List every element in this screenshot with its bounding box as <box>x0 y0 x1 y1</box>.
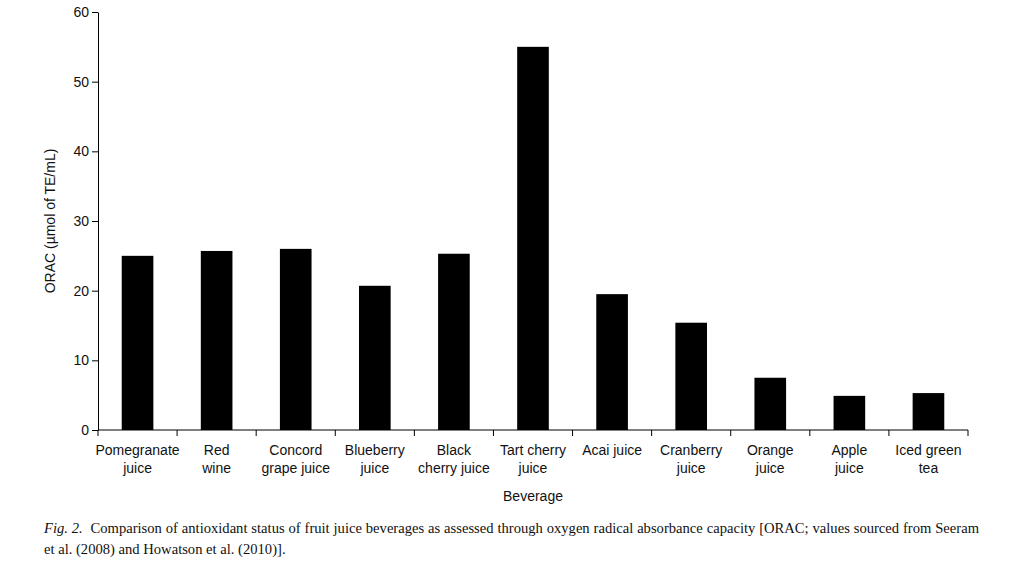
y-tick-mark <box>92 360 98 361</box>
bar <box>675 323 707 430</box>
bar <box>754 378 786 430</box>
y-axis: 0 10 20 30 40 50 60 <box>73 4 98 438</box>
y-axis-title: ORAC (µmol of TE/mL) <box>42 149 58 294</box>
y-tick: 20 <box>73 283 98 299</box>
x-tick-label: Cranberryjuice <box>660 442 722 476</box>
category-divider <box>335 430 336 436</box>
bar <box>834 396 866 430</box>
x-tick-label: Redwine <box>201 442 231 476</box>
y-tick-label: 0 <box>81 422 89 438</box>
y-tick-mark <box>92 221 98 222</box>
y-tick-mark <box>92 291 98 292</box>
bar <box>122 256 154 430</box>
bar <box>359 286 391 430</box>
x-axis-line <box>98 430 968 431</box>
bar <box>596 294 628 430</box>
category-divider <box>968 430 969 436</box>
bars <box>122 47 945 430</box>
x-tick-label: Orangejuice <box>747 442 794 476</box>
y-tick-mark <box>92 82 98 83</box>
bar <box>201 251 233 430</box>
bar <box>438 254 470 430</box>
x-tick-label: Concordgrape juice <box>261 442 330 476</box>
x-tick-label: Acai juice <box>582 442 642 458</box>
y-axis-line <box>98 13 99 431</box>
y-tick: 40 <box>73 143 98 159</box>
x-axis: Pomegranatejuice Redwine Concordgrape juic… <box>96 430 968 476</box>
y-tick: 10 <box>73 352 98 368</box>
category-divider <box>414 430 415 436</box>
x-tick-label: Blueberryjuice <box>345 442 405 476</box>
x-axis-title: Beverage <box>503 488 563 504</box>
category-divider <box>256 430 257 436</box>
caption-text: Comparison of antioxidant status of frui… <box>44 520 979 557</box>
bar <box>913 393 945 430</box>
x-tick-label: Tart cherryjuice <box>500 442 566 476</box>
y-tick-label: 50 <box>73 74 89 90</box>
y-tick-label: 30 <box>73 213 89 229</box>
category-divider <box>572 430 573 436</box>
category-divider <box>809 430 810 436</box>
category-divider <box>730 430 731 436</box>
y-tick: 60 <box>73 4 98 20</box>
x-tick-label: Applejuice <box>831 442 867 476</box>
y-tick-label: 10 <box>73 352 89 368</box>
bar <box>280 249 312 430</box>
y-tick: 30 <box>73 213 98 229</box>
category-divider <box>177 430 178 436</box>
x-tick-label: Iced greentea <box>895 442 961 476</box>
y-tick-label: 40 <box>73 143 89 159</box>
y-tick-mark <box>92 430 98 431</box>
y-tick-mark <box>92 151 98 152</box>
chart: 0 10 20 30 40 50 60 Pomegranatejuice Redwine Conc… <box>0 0 1024 510</box>
y-tick: 0 <box>81 422 98 438</box>
y-tick: 50 <box>73 74 98 90</box>
caption: Fig. 2. Comparison of antioxidant status… <box>44 518 979 560</box>
bar <box>517 47 549 430</box>
category-divider <box>651 430 652 436</box>
category-divider <box>98 430 99 436</box>
x-tick-label: Pomegranatejuice <box>96 442 180 476</box>
x-tick-label: Blackcherry juice <box>418 442 490 476</box>
category-divider <box>888 430 889 436</box>
caption-label: Fig. 2. <box>44 520 83 536</box>
y-tick-label: 20 <box>73 283 89 299</box>
y-tick-mark <box>92 12 98 13</box>
category-divider <box>493 430 494 436</box>
y-tick-label: 60 <box>73 4 89 20</box>
